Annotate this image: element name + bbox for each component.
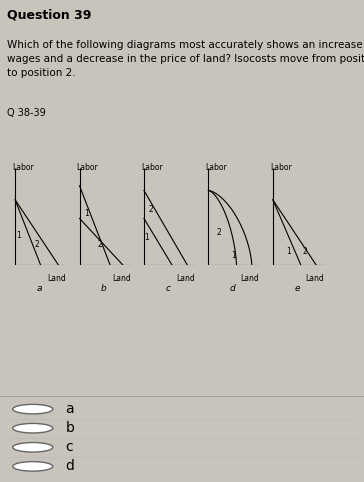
Text: Labor: Labor — [141, 163, 163, 172]
Text: a: a — [36, 284, 42, 293]
Text: 2: 2 — [302, 247, 307, 255]
Text: 2: 2 — [148, 205, 153, 214]
Text: b: b — [101, 284, 106, 293]
Text: Labor: Labor — [12, 163, 34, 172]
Text: Land: Land — [47, 274, 66, 282]
Text: 2: 2 — [34, 240, 39, 249]
Text: 1: 1 — [16, 231, 20, 240]
Text: Land: Land — [176, 274, 195, 282]
Text: Labor: Labor — [76, 163, 98, 172]
Text: 2: 2 — [98, 240, 102, 249]
Text: Question 39: Question 39 — [7, 8, 92, 21]
Text: 1: 1 — [145, 233, 149, 241]
Text: b: b — [66, 421, 74, 435]
Circle shape — [13, 442, 53, 452]
Text: a: a — [66, 402, 74, 416]
Text: 2: 2 — [216, 228, 221, 237]
Text: d: d — [230, 284, 235, 293]
Text: Q 38-39: Q 38-39 — [7, 108, 46, 118]
Text: Labor: Labor — [205, 163, 227, 172]
Text: Land: Land — [241, 274, 260, 282]
Text: d: d — [66, 459, 74, 473]
Text: Land: Land — [112, 274, 131, 282]
Text: Labor: Labor — [270, 163, 292, 172]
Circle shape — [13, 404, 53, 414]
Circle shape — [13, 462, 53, 471]
Text: Land: Land — [305, 274, 324, 282]
Text: Which of the following diagrams most accurately shows an increase in
wages and a: Which of the following diagrams most acc… — [7, 40, 364, 79]
Text: c: c — [66, 440, 73, 455]
Circle shape — [13, 424, 53, 433]
Text: 1: 1 — [232, 251, 236, 260]
Text: e: e — [294, 284, 300, 293]
Text: 1: 1 — [84, 209, 89, 218]
Text: c: c — [166, 284, 170, 293]
Text: 1: 1 — [286, 247, 290, 255]
